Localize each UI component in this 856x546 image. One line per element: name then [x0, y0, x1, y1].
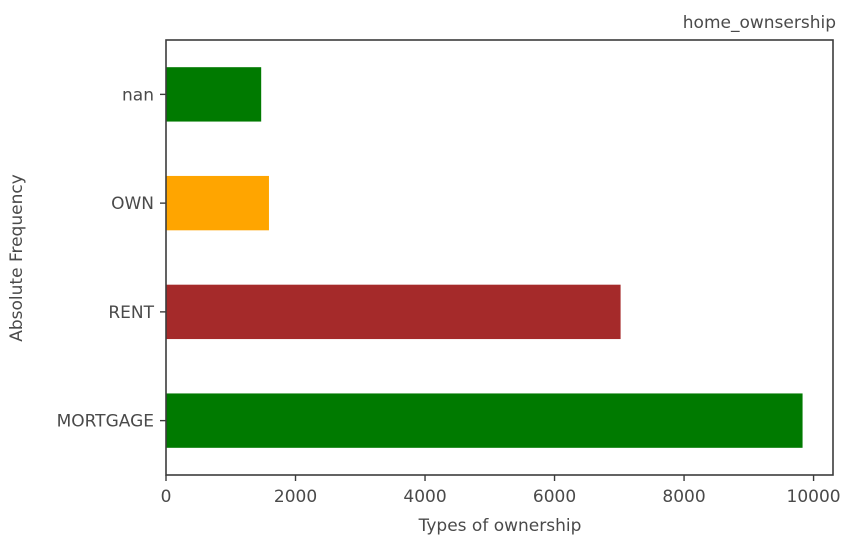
x-tick-label: 4000	[403, 487, 446, 507]
y-axis-ticks: MORTGAGE RENT OWN nan	[57, 85, 166, 432]
y-axis-title: Absolute Frequency	[7, 174, 27, 342]
y-tick-label: RENT	[108, 303, 154, 323]
x-axis-ticks: 0 2000 4000 6000 8000 10000	[161, 475, 841, 507]
y-tick-label: MORTGAGE	[57, 412, 154, 432]
y-tick-label: nan	[122, 85, 154, 105]
x-axis-title: Types of ownership	[418, 516, 582, 536]
x-tick-label: 8000	[662, 487, 705, 507]
x-tick-label: 6000	[533, 487, 576, 507]
chart-title: home_ownsership	[683, 13, 836, 33]
bar-rent	[166, 284, 621, 340]
x-tick-label: 10000	[787, 487, 841, 507]
bar-mortgage	[166, 393, 803, 448]
y-tick-label: OWN	[111, 194, 154, 214]
bar-own	[166, 175, 269, 231]
x-tick-label: 2000	[274, 487, 317, 507]
plot-frame	[165, 39, 834, 476]
bar-nan	[166, 67, 262, 122]
x-tick-label: 0	[161, 487, 172, 507]
bars-group	[166, 67, 803, 448]
